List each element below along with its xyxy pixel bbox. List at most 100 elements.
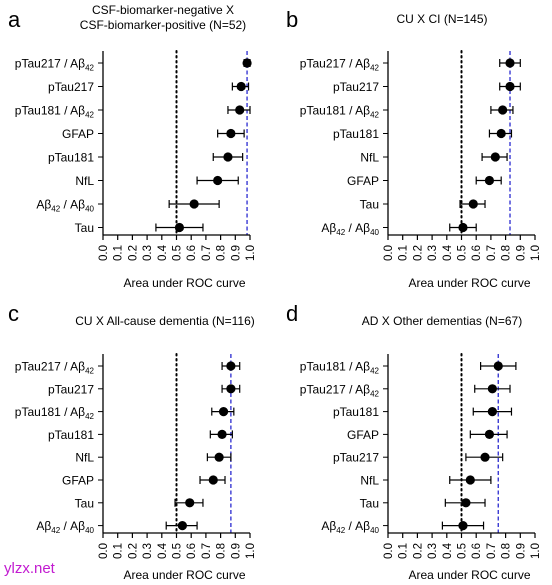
data-point xyxy=(484,429,495,439)
panel-letter: c xyxy=(8,301,19,326)
panel-d: d AD X Other dementias (N=67) pTau181 / Aβ… xyxy=(286,301,542,582)
panel-letter: a xyxy=(8,7,21,32)
watermark-text: ylzx.net xyxy=(4,560,55,577)
x-tick-label: 0.5 xyxy=(457,245,469,261)
x-tick-label: 0.4 xyxy=(442,244,454,261)
x-tick-label: 0.9 xyxy=(230,245,242,261)
x-tick-label: 0.8 xyxy=(501,543,513,559)
category-label: pTau181 xyxy=(48,151,94,165)
x-tick-label: 0.3 xyxy=(427,543,439,559)
x-tick-label: 0.4 xyxy=(442,542,454,559)
x-axis-label: Area under ROC curve xyxy=(408,276,530,290)
x-tick-label: 0.6 xyxy=(471,245,483,261)
x-tick-label: 0.2 xyxy=(127,543,139,559)
category-label: NfL xyxy=(75,451,94,465)
x-tick-label: 0.8 xyxy=(216,245,228,261)
x-tick-label: 0.8 xyxy=(216,543,228,559)
category-label: Tau xyxy=(360,198,379,212)
data-point xyxy=(487,407,497,417)
x-tick-label: 0.1 xyxy=(398,543,410,559)
category-label: Tau xyxy=(75,221,94,235)
data-point xyxy=(214,452,224,462)
x-tick-label: 0.3 xyxy=(142,245,154,261)
panel-b: b CU X CI (N=145) pTau217 / Aβ42​ pTau217 pT… xyxy=(286,7,542,290)
panel-letter: b xyxy=(286,7,298,32)
data-point xyxy=(189,199,199,209)
data-point xyxy=(505,81,515,92)
data-point xyxy=(505,58,515,68)
panel-title: AD X Other dementias (N=67) xyxy=(362,314,522,328)
category-label: pTau217 xyxy=(333,80,379,94)
x-axis-label: Area under ROC curve xyxy=(123,276,245,290)
panel-title: CU X All-cause dementia (N=116) xyxy=(75,314,255,328)
data-point xyxy=(461,498,471,508)
x-tick-label: 0.6 xyxy=(186,245,198,261)
category-label: pTau217 / Aβ42​ xyxy=(15,360,95,376)
data-point xyxy=(218,407,229,417)
category-label: NfL xyxy=(360,151,379,165)
data-point xyxy=(236,81,246,92)
x-tick-label: 0.5 xyxy=(172,245,184,261)
x-tick-label: 0.7 xyxy=(201,543,213,559)
x-tick-label: 0.6 xyxy=(471,543,483,559)
x-tick-label: 1.0 xyxy=(245,245,257,261)
x-tick-label: 0.0 xyxy=(383,543,395,559)
data-point xyxy=(185,498,195,508)
data-point xyxy=(458,521,468,531)
data-point xyxy=(484,175,495,186)
category-label: pTau181 / Aβ42​ xyxy=(300,360,380,376)
x-tick-label: 0.7 xyxy=(486,245,498,261)
x-tick-label: 0.8 xyxy=(501,245,513,261)
category-label: NfL xyxy=(360,474,379,488)
category-label: Aβ42​ / Aβ40​ xyxy=(321,221,379,237)
data-point xyxy=(177,521,187,531)
x-tick-label: 0.2 xyxy=(412,245,424,261)
data-point xyxy=(487,384,497,394)
category-label: Tau xyxy=(360,496,379,510)
x-tick-label: 0.0 xyxy=(98,245,110,261)
category-label: Tau xyxy=(75,496,94,510)
data-point xyxy=(458,222,468,233)
x-tick-label: 0.9 xyxy=(515,245,527,261)
category-label: Aβ42​ / Aβ40​ xyxy=(36,198,94,214)
category-label: pTau217 xyxy=(48,80,94,94)
x-tick-label: 0.0 xyxy=(98,543,110,559)
data-point xyxy=(223,152,233,162)
x-tick-label: 0.3 xyxy=(427,245,439,261)
category-label: GFAP xyxy=(62,474,94,488)
category-label: pTau217 xyxy=(48,382,94,396)
x-tick-label: 0.3 xyxy=(142,543,154,559)
data-point xyxy=(217,429,227,439)
panel-title: CSF-biomarker-negative X xyxy=(92,3,234,17)
x-axis-label: Area under ROC curve xyxy=(123,568,245,582)
x-tick-label: 0.7 xyxy=(201,245,213,261)
x-tick-label: 0.9 xyxy=(230,543,242,559)
data-point xyxy=(174,222,185,233)
x-tick-label: 0.6 xyxy=(186,543,198,559)
panel-title: CU X CI (N=145) xyxy=(396,12,487,26)
category-label: pTau217 / Aβ42​ xyxy=(15,57,95,73)
category-label: pTau181 / Aβ42​ xyxy=(15,405,95,421)
x-tick-label: 1.0 xyxy=(530,245,542,261)
category-label: pTau181 xyxy=(333,405,379,419)
x-tick-label: 0.2 xyxy=(127,245,139,261)
x-tick-label: 0.1 xyxy=(113,543,125,559)
x-tick-label: 1.0 xyxy=(530,543,542,559)
panel-letter: d xyxy=(286,301,298,326)
x-tick-label: 0.2 xyxy=(412,543,424,559)
x-axis-label: Area under ROC curve xyxy=(408,568,530,582)
data-point xyxy=(226,384,236,394)
data-point xyxy=(498,105,508,115)
data-point xyxy=(468,199,478,209)
data-point xyxy=(493,361,503,371)
x-tick-label: 0.0 xyxy=(383,245,395,261)
x-tick-label: 0.7 xyxy=(486,543,498,559)
data-point xyxy=(480,452,490,462)
category-label: pTau217 xyxy=(333,451,379,465)
panel-a: a CSF-biomarker-negative XCSF-biomarker-p… xyxy=(8,3,257,290)
category-label: pTau181 xyxy=(48,428,94,442)
category-label: GFAP xyxy=(347,174,379,188)
data-point xyxy=(226,128,236,139)
category-label: GFAP xyxy=(347,428,379,442)
